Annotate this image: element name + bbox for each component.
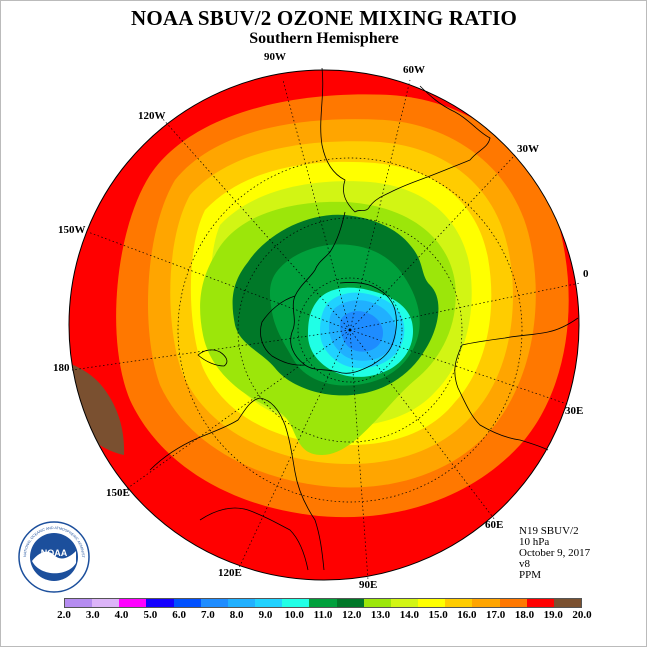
meridian-150w: [87, 231, 351, 331]
lon-label-90e: 90E: [359, 579, 377, 591]
meridian-90e: [349, 329, 369, 581]
colorbar-tick-label: 19.0: [543, 609, 563, 621]
meridian-150e: [117, 329, 351, 496]
colorbar-swatch: [499, 599, 527, 607]
colorbar-tick-label: 12.0: [342, 609, 362, 621]
south-america-coastline: [320, 67, 491, 213]
colorbar-swatch: [553, 599, 581, 607]
field-7ppm: [340, 311, 383, 352]
meridian-30w: [349, 154, 516, 331]
colorbar-swatch: [363, 599, 391, 607]
colorbar-tick-label: 2.0: [57, 609, 71, 621]
meridian-180: [71, 329, 351, 371]
colorbar-swatch: [119, 599, 147, 607]
coastlines: [149, 67, 579, 571]
colorbar-tick-label: 17.0: [486, 609, 506, 621]
graticule: [71, 79, 581, 581]
colorbar-swatch: [526, 599, 554, 607]
colorbar-swatch: [146, 599, 174, 607]
map-subtitle: Southern Hemisphere: [249, 30, 399, 47]
logo-wave: [32, 551, 76, 574]
latitude-circle-inner: [297, 277, 403, 383]
colorbar-tick-label: 4.0: [114, 609, 129, 621]
colorbar-tick-label: 20.0: [572, 609, 592, 621]
colorbar-tick-label: 16.0: [457, 609, 477, 621]
longitude-labels: 90W 60W 30W 0 30E 60E 90E 120E 150E 180 …: [53, 51, 589, 591]
colorbar-tick-label: 13.0: [370, 609, 391, 621]
lon-label-150w: 150W: [58, 224, 86, 236]
logo-text: NOAA: [41, 548, 68, 558]
lon-label-180: 180: [53, 362, 70, 374]
lon-label-90w: 90W: [264, 51, 286, 63]
lon-label-150e: 150E: [106, 487, 130, 499]
colorbar-swatch: [282, 599, 310, 607]
info-level: 10 hPa: [519, 536, 550, 548]
meridian-60w: [349, 79, 411, 331]
colorbar-swatch: [255, 599, 283, 607]
colorbar-swatch: [336, 599, 364, 607]
indonesia-coastline: [199, 507, 309, 571]
lon-label-120w: 120W: [138, 110, 166, 122]
lon-label-60w: 60W: [403, 64, 425, 76]
africa-coastline: [454, 317, 579, 451]
meridian-90w: [282, 79, 351, 331]
ozone-contour-fields: [69, 70, 579, 580]
colorbar-swatch: [173, 599, 201, 607]
meridian-30e: [349, 329, 571, 406]
info-date: October 9, 2017: [519, 547, 591, 559]
colorbar-tick-label: 5.0: [143, 609, 158, 621]
antarctic-ice-shelf-coastline: [260, 295, 306, 366]
info-units: PPM: [519, 569, 542, 581]
noaa-logo: NOAA NATIONAL OCEANIC AND ATMOSPHERIC AD…: [18, 521, 90, 593]
meridian-0: [349, 282, 581, 331]
colorbar-swatch: [65, 599, 93, 607]
colorbar-swatch: [309, 599, 337, 607]
colorbar-swatch: [418, 599, 446, 607]
colorbar-tick-label: 11.0: [313, 609, 333, 621]
meridian-120w: [161, 117, 351, 331]
colorbar-swatch: [92, 599, 120, 607]
colorbar-tick-label: 15.0: [428, 609, 448, 621]
lon-label-60e: 60E: [485, 519, 503, 531]
colorbar-tick-label: 8.0: [229, 609, 244, 621]
antarctic-peninsula-coastline: [290, 211, 397, 374]
latitude-circle-outer: [177, 157, 523, 503]
colorbar-swatch: [445, 599, 473, 607]
colorbar-swatch: [227, 599, 256, 607]
colorbar-tick-label: 7.0: [201, 609, 215, 621]
colorbar-tick-label: 9.0: [258, 609, 273, 621]
colorbar-tick-label: 10.0: [284, 609, 304, 621]
lon-label-120e: 120E: [218, 567, 242, 579]
info-satellite: N19 SBUV/2: [519, 525, 579, 537]
product-info: N19 SBUV/2 10 hPa October 9, 2017 v8 PPM: [519, 526, 590, 581]
info-version: v8: [519, 558, 530, 570]
meridian-120e: [237, 329, 351, 571]
colorbar-swatch: [390, 599, 419, 607]
colorbar-swatch: [472, 599, 500, 607]
colorbar-tick-label: 3.0: [85, 609, 100, 621]
map-title: NOAA SBUV/2 OZONE MIXING RATIO: [131, 6, 517, 30]
australia-coastline: [149, 397, 325, 571]
lon-label-30e: 30E: [565, 405, 583, 417]
colorbar-tick-label: 14.0: [399, 609, 419, 621]
globe-outline: [68, 69, 580, 581]
lon-label-30w: 30W: [517, 143, 539, 155]
latitude-circle-middle: [237, 217, 463, 443]
new-zealand-coastline: [197, 349, 228, 367]
colorbar-tick-label: 6.0: [172, 609, 186, 621]
colorbar-tick-label: 18.0: [514, 609, 535, 621]
lon-label-0: 0: [583, 268, 589, 280]
colorbar: [64, 598, 582, 608]
colorbar-labels: 2.0 3.0 4.0 5.0 6.0 7.0 8.0 9.0 10.0 11.0 12.0 13.0…: [0, 609, 648, 623]
colorbar-swatch: [200, 599, 228, 607]
